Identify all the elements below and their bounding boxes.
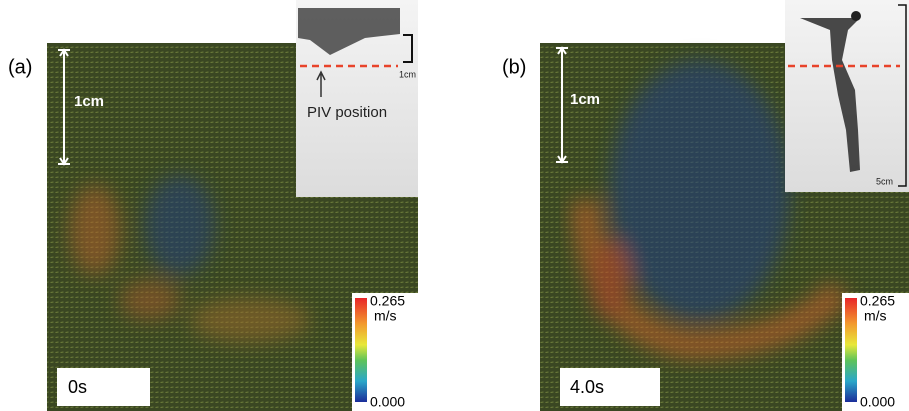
inset-object xyxy=(851,11,861,21)
time-box xyxy=(57,368,150,406)
colorbar xyxy=(355,298,367,402)
colorbar-unit: m/s xyxy=(864,308,887,324)
inset-object xyxy=(298,8,400,55)
colorbar-min: 0.000 xyxy=(860,394,895,410)
scale-label: 1cm xyxy=(74,93,104,110)
colorbar-max: 0.265 xyxy=(860,293,895,309)
colorbar-min: 0.000 xyxy=(370,394,405,410)
scale-bar xyxy=(58,48,70,166)
panel-label: (a) xyxy=(8,56,32,78)
inset-scale-bar xyxy=(403,34,413,63)
inset-scale-label: 1cm xyxy=(399,69,416,79)
panel-label: (b) xyxy=(502,56,526,78)
inset-object xyxy=(800,18,860,172)
flow-features xyxy=(70,175,310,342)
inset-scale-label: 5cm xyxy=(876,176,893,186)
time-label: 0s xyxy=(68,377,87,397)
arrow xyxy=(316,70,326,97)
time-box xyxy=(560,368,660,406)
colorbar-unit: m/s xyxy=(374,308,397,324)
inset-scale-bar xyxy=(898,4,907,187)
scale-label: 1cm xyxy=(570,91,600,108)
inset-annotation: PIV position xyxy=(307,104,387,121)
time-label: 4.0s xyxy=(570,377,604,397)
colorbar-max: 0.265 xyxy=(370,293,405,309)
flow-features xyxy=(571,60,851,360)
scale-bar xyxy=(556,46,568,164)
colorbar xyxy=(845,298,857,402)
